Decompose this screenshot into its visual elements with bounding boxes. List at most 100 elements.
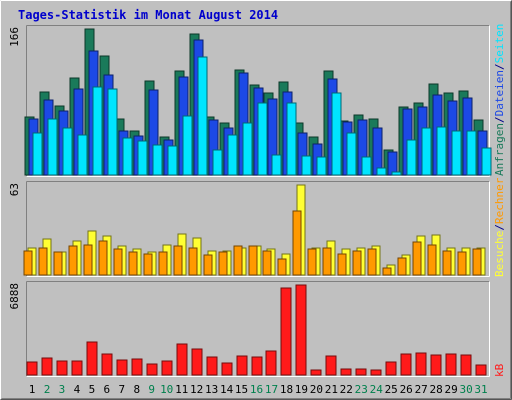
bar-seiten-day-9 xyxy=(152,144,163,176)
panel-middle-max-label: 63 xyxy=(8,183,21,196)
legend-seiten: Seiten xyxy=(493,24,506,64)
bar-kb-day-30 xyxy=(460,354,472,376)
bar-kb-day-28 xyxy=(430,354,442,376)
bar-seiten-day-2 xyxy=(47,118,58,176)
bar-rechner-day-10 xyxy=(158,251,168,276)
day-labels: 1 2 3 4 5 6 7 8 9 10 11 12 13 14 15 16 17 18 19 20 21 22 23 24 2… xyxy=(29,383,488,396)
bar-seiten-day-7 xyxy=(122,137,133,176)
bar-kb-day-12 xyxy=(191,348,203,376)
bar-seiten-day-5 xyxy=(92,86,103,176)
bar-kb-day-24 xyxy=(370,369,382,376)
bar-rechner-day-3 xyxy=(53,251,63,276)
bar-kb-day-25 xyxy=(385,361,397,376)
bar-kb-day-22 xyxy=(340,368,352,376)
panel-top xyxy=(24,25,492,177)
bar-kb-day-23 xyxy=(355,368,367,376)
bar-rechner-day-21 xyxy=(322,247,332,276)
series-seiten xyxy=(32,56,492,176)
bar-rechner-day-27 xyxy=(412,241,422,276)
legend-besuche: Besuche xyxy=(493,231,506,277)
bar-kb-day-5 xyxy=(86,341,98,376)
day-label-8: 8 xyxy=(133,383,140,396)
bar-kb-day-1 xyxy=(26,361,38,376)
bar-seiten-day-13 xyxy=(212,149,223,176)
legend-group-2: Besuche/Rechner xyxy=(493,177,506,277)
bar-seiten-day-25 xyxy=(391,171,402,176)
series-rechner xyxy=(23,210,482,276)
legend-anfragen: Anfragen xyxy=(493,123,506,176)
bar-kb-day-3 xyxy=(56,360,68,376)
bar-seiten-day-21 xyxy=(331,92,342,176)
day-label-12: 12 xyxy=(190,383,203,396)
bar-kb-day-9 xyxy=(146,363,158,376)
day-label-18: 18 xyxy=(280,383,293,396)
legend-rechner: Rechner xyxy=(493,177,506,224)
day-label-11: 11 xyxy=(175,383,188,396)
day-label-3: 3 xyxy=(59,383,66,396)
day-label-21: 21 xyxy=(325,383,338,396)
panel-middle xyxy=(23,181,490,277)
bar-seiten-day-18 xyxy=(286,102,297,176)
bar-rechner-day-17 xyxy=(262,250,272,276)
bar-kb-day-29 xyxy=(445,353,457,376)
day-label-31: 31 xyxy=(474,383,487,396)
bar-seiten-day-26 xyxy=(406,139,417,176)
day-label-24: 24 xyxy=(370,383,384,396)
bar-seiten-day-12 xyxy=(197,56,208,176)
day-label-23: 23 xyxy=(355,383,368,396)
bar-rechner-day-18 xyxy=(277,258,287,276)
bar-seiten-day-14 xyxy=(227,134,238,176)
bar-rechner-day-14 xyxy=(218,251,228,276)
bar-rechner-day-30 xyxy=(457,251,467,276)
day-label-7: 7 xyxy=(118,383,125,396)
bar-kb-day-11 xyxy=(176,343,188,376)
bar-rechner-day-12 xyxy=(188,247,198,276)
bar-rechner-day-25 xyxy=(382,267,392,276)
day-label-2: 2 xyxy=(44,383,51,396)
bar-seiten-day-11 xyxy=(182,115,193,176)
bar-rechner-day-2 xyxy=(38,247,48,276)
bar-rechner-day-11 xyxy=(173,245,183,276)
panel-max-labels: 166 63 6888 xyxy=(8,27,21,310)
bar-seiten-day-28 xyxy=(436,126,447,176)
bar-rechner-day-16 xyxy=(248,245,258,276)
bar-kb-day-16 xyxy=(251,356,263,376)
bar-rechner-day-22 xyxy=(337,253,347,276)
panel-bottom-max-label: 6888 xyxy=(8,283,21,310)
bar-rechner-day-7 xyxy=(113,248,123,276)
day-label-29: 29 xyxy=(444,383,457,396)
bar-rechner-day-31 xyxy=(472,248,482,276)
day-label-4: 4 xyxy=(74,383,81,396)
bar-rechner-day-29 xyxy=(442,250,452,276)
day-label-20: 20 xyxy=(310,383,323,396)
legend-separator: / xyxy=(493,224,506,231)
chart-title: Tages-Statistik im Monat August 2014 xyxy=(18,8,278,22)
bar-rechner-day-9 xyxy=(143,253,153,276)
day-label-9: 9 xyxy=(148,383,155,396)
bar-kb-day-18 xyxy=(280,287,292,376)
bar-kb-day-13 xyxy=(206,356,218,376)
day-label-28: 28 xyxy=(429,383,442,396)
bar-kb-day-21 xyxy=(325,355,337,376)
bar-rechner-day-4 xyxy=(68,245,78,276)
bar-rechner-day-24 xyxy=(367,248,377,276)
legend-group-1: Anfragen/Dateien/Seiten xyxy=(493,24,506,176)
bar-rechner-day-5 xyxy=(83,244,93,276)
legend-dateien: Dateien xyxy=(493,70,506,116)
bar-seiten-day-3 xyxy=(62,127,73,176)
day-label-6: 6 xyxy=(103,383,110,396)
bar-rechner-day-20 xyxy=(307,248,317,276)
bar-kb-day-2 xyxy=(41,357,53,376)
bar-seiten-day-30 xyxy=(466,130,477,176)
day-label-16: 16 xyxy=(250,383,263,396)
day-label-14: 14 xyxy=(220,383,234,396)
legend-separator: / xyxy=(493,63,506,70)
day-label-22: 22 xyxy=(340,383,353,396)
bar-kb-day-15 xyxy=(236,355,248,376)
bar-kb-day-26 xyxy=(400,353,412,376)
bar-seiten-day-20 xyxy=(316,156,327,176)
bar-kb-day-4 xyxy=(71,360,83,376)
legend-group-3: kB xyxy=(493,363,506,377)
legend-kb: kB xyxy=(493,363,506,377)
